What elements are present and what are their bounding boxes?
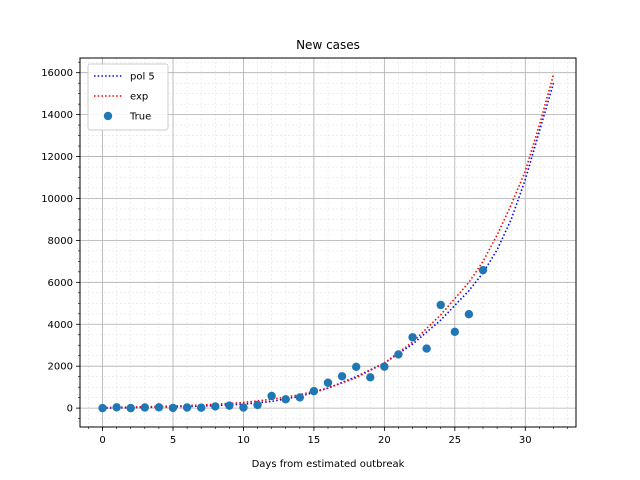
axis-ticks: 0 5 10 15 20 25 30 0 2000 4000 6000 8000 10000 12000 1… [41, 61, 568, 446]
data-point [225, 401, 234, 410]
series-layer [98, 74, 555, 413]
y-tick-label: 8000 [48, 236, 73, 247]
data-point [239, 403, 248, 412]
x-tick-label: 10 [237, 435, 250, 446]
chart-title: New cases [296, 38, 360, 52]
series-line-exp [102, 74, 555, 409]
data-point [211, 402, 220, 411]
data-point [168, 403, 178, 413]
series-line-pol-5 [102, 82, 555, 409]
legend: pol 5 exp True [87, 63, 169, 131]
legend-box [87, 63, 169, 131]
data-point [112, 403, 121, 412]
data-point [323, 378, 333, 387]
legend-label: True [129, 112, 151, 123]
data-point [478, 265, 488, 275]
data-point [196, 403, 206, 412]
x-tick-label: 15 [308, 435, 321, 446]
data-point [394, 350, 403, 359]
data-point [126, 403, 135, 413]
data-point [295, 393, 305, 402]
data-point [253, 400, 262, 410]
y-tick-label: 6000 [48, 278, 73, 289]
data-point [408, 333, 417, 342]
y-tick-label: 10000 [41, 194, 73, 205]
data-point [182, 403, 192, 412]
data-point [450, 327, 460, 337]
y-tick-label: 16000 [41, 68, 73, 79]
data-point [351, 362, 361, 372]
x-tick-label: 25 [448, 435, 461, 446]
y-tick-label: 12000 [41, 152, 73, 163]
data-point [281, 395, 290, 404]
y-tick-label: 14000 [41, 110, 73, 121]
data-point [267, 391, 276, 401]
y-tick-label: 0 [67, 404, 73, 415]
data-point [140, 403, 150, 412]
y-tick-label: 2000 [48, 362, 73, 373]
data-point [464, 310, 474, 319]
data-point [380, 362, 389, 371]
x-tick-label: 0 [99, 435, 105, 446]
data-point [154, 403, 164, 412]
y-tick-label: 4000 [48, 320, 73, 331]
legend-label: exp [130, 92, 148, 103]
data-point [422, 344, 431, 353]
x-tick-label: 5 [170, 435, 176, 446]
x-axis-label: Days from estimated outbreak [252, 459, 405, 470]
data-point [98, 403, 107, 413]
data-point [337, 372, 347, 381]
x-tick-label: 20 [378, 435, 391, 446]
legend-swatch [103, 111, 113, 121]
legend-label: pol 5 [130, 72, 155, 83]
data-point [436, 300, 445, 310]
data-point [309, 386, 319, 396]
x-tick-label: 30 [519, 435, 532, 446]
data-point [366, 373, 375, 382]
